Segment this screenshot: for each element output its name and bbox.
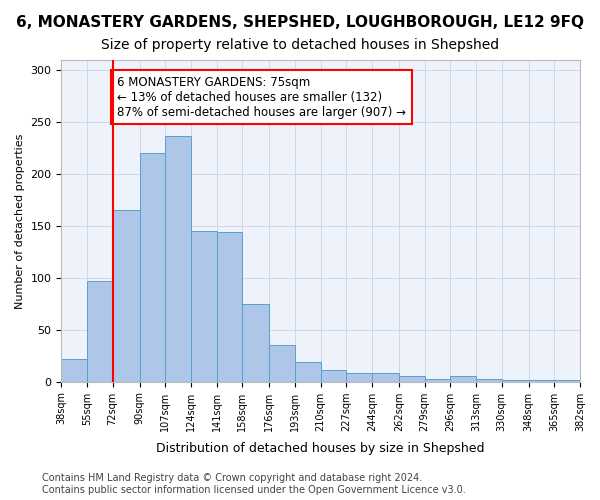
Bar [87,281,113,382]
Bar [61,359,87,382]
Bar [295,362,321,382]
Bar [242,304,269,382]
Bar [372,374,399,382]
Bar [321,370,346,382]
Bar [269,346,295,382]
Bar [425,378,451,382]
Text: 6 MONASTERY GARDENS: 75sqm
← 13% of detached houses are smaller (132)
87% of sem: 6 MONASTERY GARDENS: 75sqm ← 13% of deta… [117,76,406,118]
Bar [166,136,191,382]
Bar [502,380,529,382]
Bar [217,232,242,382]
Bar [451,376,476,382]
Bar [476,378,502,382]
Text: Size of property relative to detached houses in Shepshed: Size of property relative to detached ho… [101,38,499,52]
Bar [140,154,166,382]
Bar [113,210,140,382]
Bar [346,374,372,382]
Bar [191,231,217,382]
X-axis label: Distribution of detached houses by size in Shepshed: Distribution of detached houses by size … [157,442,485,455]
Bar [529,380,554,382]
Bar [554,380,580,382]
Y-axis label: Number of detached properties: Number of detached properties [15,133,25,308]
Bar [399,376,425,382]
Text: 6, MONASTERY GARDENS, SHEPSHED, LOUGHBOROUGH, LE12 9FQ: 6, MONASTERY GARDENS, SHEPSHED, LOUGHBOR… [16,15,584,30]
Text: Contains HM Land Registry data © Crown copyright and database right 2024.
Contai: Contains HM Land Registry data © Crown c… [42,474,466,495]
